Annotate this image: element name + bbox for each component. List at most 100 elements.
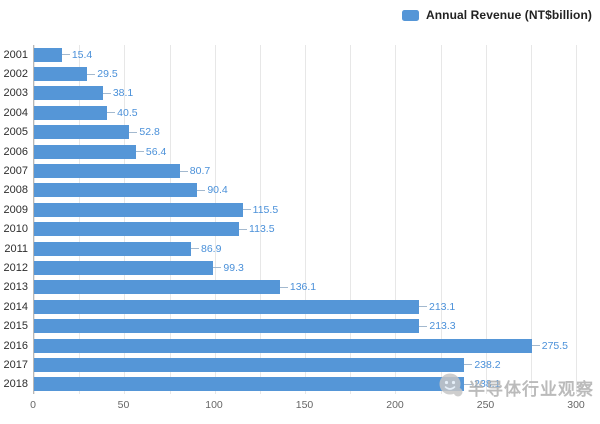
grid-line: [259, 45, 261, 394]
grid-line: [169, 45, 171, 394]
year-label: 2006: [3, 145, 28, 158]
bar-row: 2011 86.9: [4, 239, 576, 258]
value-leader-line: [531, 345, 540, 347]
value-leader-line: [135, 151, 144, 153]
bar-row: 2014 213.1: [4, 297, 576, 316]
year-label: 2015: [3, 320, 28, 333]
bar-row: 2010 113.5: [4, 220, 576, 239]
bar-row: 2006 56.4: [4, 142, 576, 161]
bar-row: 2004 40.5: [4, 103, 576, 122]
x-tick-label: 250: [476, 399, 495, 411]
year-label: 2009: [3, 203, 28, 216]
bar-row: 2007 80.7: [4, 161, 576, 180]
bar-row: 2012 99.3: [4, 258, 576, 277]
value-leader-line: [129, 131, 138, 133]
value-callout: 90.4: [197, 184, 228, 196]
value-leader-line: [419, 325, 428, 327]
revenue-bar: [34, 202, 243, 217]
value-label: 113.5: [249, 223, 275, 236]
value-callout: 275.5: [531, 340, 568, 352]
value-leader-line: [107, 112, 116, 114]
value-callout: 238.2: [464, 358, 501, 371]
year-label: 2017: [3, 358, 28, 371]
revenue-bar: [34, 105, 108, 120]
revenue-bar: [34, 47, 62, 62]
year-label: 2003: [3, 87, 28, 100]
grid-line: [485, 45, 487, 394]
revenue-bar: [34, 67, 88, 82]
year-label: 2012: [3, 261, 28, 274]
value-leader-line: [190, 248, 199, 250]
value-label: 80.7: [189, 165, 211, 178]
bar-row: 2003 38.1: [4, 84, 576, 103]
value-label: 56.4: [145, 145, 167, 158]
value-label: 15.4: [71, 48, 93, 61]
value-label: 238.1: [474, 378, 501, 391]
value-leader-line: [279, 286, 288, 288]
year-label: 2007: [3, 165, 28, 178]
value-callout: 15.4: [61, 48, 93, 61]
bar-row: 2013 136.1: [4, 278, 576, 297]
value-callout: 80.7: [179, 165, 211, 178]
value-leader-line: [61, 54, 70, 56]
revenue-bar: [34, 377, 465, 392]
year-label: 2018: [3, 378, 28, 391]
value-label: 86.9: [200, 242, 222, 255]
x-tick-label: 0: [30, 399, 36, 411]
value-leader-line: [213, 267, 222, 269]
bar-row: 2005 52.8: [4, 123, 576, 142]
value-label: 238.2: [474, 358, 501, 371]
legend-swatch: [401, 9, 419, 21]
value-label: 40.5: [117, 106, 138, 119]
value-callout: 136.1: [279, 281, 317, 294]
year-label: 2011: [4, 242, 28, 255]
grid-line: [576, 45, 577, 394]
x-tick-label: 100: [205, 399, 223, 411]
revenue-bar: [34, 319, 420, 334]
year-label: 2005: [3, 126, 28, 139]
legend-item-annual-revenue[interactable]: Annual Revenue (NT$billion): [401, 8, 592, 22]
grid-line: [79, 45, 81, 394]
value-label: 213.1: [429, 300, 456, 313]
revenue-bar: [34, 357, 465, 372]
x-axis: 0 50 100 150 200 250 300: [30, 399, 585, 413]
grid-line: [530, 45, 532, 394]
x-tick-label: 50: [117, 399, 130, 411]
revenue-bar: [34, 222, 240, 237]
grid-line: [124, 45, 126, 394]
value-callout: 56.4: [135, 145, 167, 158]
plot-area: 2001 15.4 2002 29.5 2003 38.1 2004 40.5 2005 52.8…: [4, 45, 577, 394]
grid-line: [440, 45, 442, 394]
value-label: 52.8: [139, 126, 160, 139]
bar-row: 2017 238.2: [4, 355, 576, 374]
value-callout: 40.5: [107, 106, 138, 119]
bar-row: 2018 238.1: [4, 375, 576, 394]
revenue-bar: [34, 338, 532, 353]
value-leader-line: [464, 383, 473, 385]
grid-line: [305, 45, 306, 394]
value-callout: 213.1: [419, 301, 455, 313]
value-label: 99.3: [223, 261, 244, 274]
bar-rows: 2001 15.4 2002 29.5 2003 38.1 2004 40.5 2005 52.8…: [4, 45, 576, 394]
value-callout: 29.5: [87, 68, 118, 81]
bar-row: 2001 15.4: [4, 45, 576, 64]
year-label: 2014: [3, 300, 28, 313]
revenue-bar: [34, 241, 191, 256]
revenue-bar: [34, 125, 130, 140]
year-label: 2002: [3, 68, 28, 81]
year-label: 2016: [3, 339, 28, 352]
value-leader-line: [464, 364, 473, 366]
x-tick-label: 150: [295, 399, 314, 411]
year-label: 2013: [3, 281, 28, 294]
x-tick-label: 200: [386, 399, 404, 411]
value-leader-line: [102, 92, 111, 94]
value-label: 136.1: [289, 281, 317, 294]
x-tick-label: 300: [567, 399, 585, 411]
value-callout: 38.1: [102, 87, 134, 100]
value-leader-line: [87, 73, 96, 75]
legend-label: Annual Revenue (NT$billion): [425, 8, 592, 22]
value-label: 38.1: [112, 87, 134, 100]
value-label: 29.5: [97, 68, 118, 81]
value-callout: 115.5: [242, 204, 278, 216]
